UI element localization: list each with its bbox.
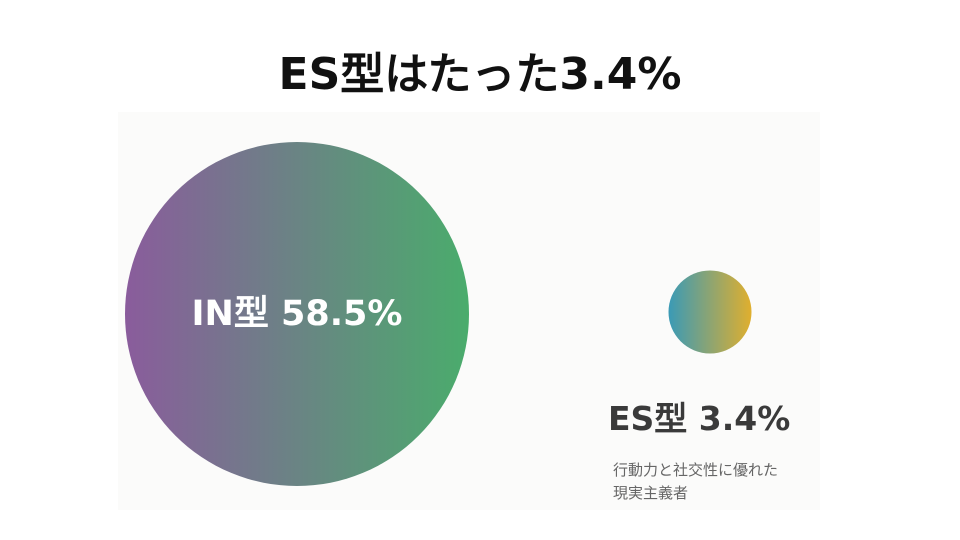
- es-type-description-line-1: 行動力と社交性に優れた: [613, 461, 779, 479]
- es-type-description-line-2: 現実主義者: [613, 484, 689, 502]
- bubble-in-type-label: IN型 58.5%: [192, 294, 403, 334]
- bubble-es-type-label: ES型 3.4%: [608, 399, 791, 438]
- bubble-in-type: [125, 142, 469, 486]
- slide-title: ES型はたった3.4%: [278, 49, 682, 100]
- es-type-description: 行動力と社交性に優れた 現実主義者: [613, 459, 853, 505]
- bubble-es-type: [668, 270, 752, 354]
